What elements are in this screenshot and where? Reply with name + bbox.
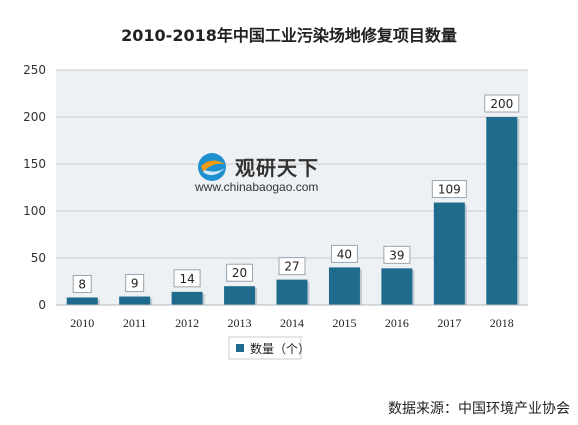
bar bbox=[433, 202, 465, 305]
x-tick-label: 2017 bbox=[437, 316, 461, 330]
data-label-box bbox=[72, 274, 92, 293]
x-tick-label: 2010 bbox=[70, 316, 94, 330]
data-label: 9 bbox=[131, 277, 139, 291]
y-tick-label: 200 bbox=[23, 110, 46, 124]
watermark: 观研天下 www.chinabaogao.com bbox=[195, 150, 355, 200]
data-label: 39 bbox=[389, 248, 404, 262]
bar bbox=[328, 267, 360, 305]
y-tick-label: 100 bbox=[23, 204, 46, 218]
source-note: 数据来源：中国环境产业协会 bbox=[388, 401, 570, 417]
x-tick-label: 2013 bbox=[228, 316, 252, 330]
bar bbox=[486, 117, 518, 305]
bar bbox=[224, 286, 256, 305]
data-label: 27 bbox=[284, 260, 299, 274]
x-tick-label: 2011 bbox=[123, 316, 147, 330]
bar bbox=[66, 297, 98, 305]
data-label: 200 bbox=[490, 97, 513, 111]
legend-box bbox=[228, 336, 302, 360]
data-label-box bbox=[278, 257, 306, 276]
data-label: 20 bbox=[232, 266, 247, 280]
data-label-box bbox=[383, 245, 411, 264]
watermark-logo-icon bbox=[198, 153, 226, 181]
bar bbox=[381, 268, 413, 305]
x-tick-label: 2012 bbox=[175, 316, 199, 330]
data-label-box bbox=[125, 274, 145, 293]
data-label: 14 bbox=[179, 272, 194, 286]
y-tick-label: 50 bbox=[31, 251, 46, 265]
y-tick-label: 0 bbox=[38, 298, 46, 312]
data-label: 8 bbox=[78, 277, 86, 291]
bar bbox=[276, 279, 308, 305]
x-tick-label: 2018 bbox=[490, 316, 514, 330]
data-label-box bbox=[431, 180, 467, 199]
data-label-box bbox=[173, 269, 201, 288]
legend-label: 数量（个） bbox=[250, 341, 310, 356]
watermark-url: www.chinabaogao.com bbox=[195, 180, 319, 194]
legend-swatch bbox=[236, 344, 244, 352]
data-label-box bbox=[330, 244, 358, 263]
data-label-box bbox=[484, 94, 520, 113]
y-tick-label: 150 bbox=[23, 157, 46, 171]
bar bbox=[171, 291, 203, 305]
x-tick-label: 2014 bbox=[280, 316, 304, 330]
x-tick-label: 2016 bbox=[385, 316, 409, 330]
x-tick-label: 2015 bbox=[332, 316, 356, 330]
data-label-box bbox=[226, 263, 254, 282]
data-label: 40 bbox=[337, 247, 352, 261]
chart-title: 2010-2018年中国工业污染场地修复项目数量 bbox=[121, 26, 457, 45]
bar bbox=[119, 296, 151, 305]
data-label: 109 bbox=[438, 183, 461, 197]
y-tick-label: 250 bbox=[23, 63, 46, 77]
watermark-name: 观研天下 bbox=[235, 156, 319, 180]
